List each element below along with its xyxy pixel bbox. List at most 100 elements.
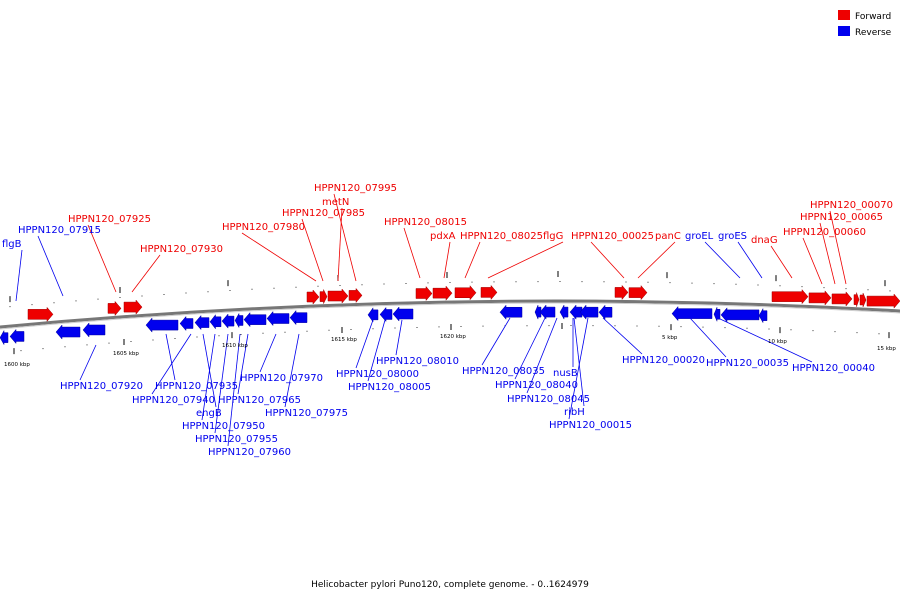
reverse-gene-label-15[interactable]: HPPN120_08035 — [462, 366, 545, 377]
forward-gene-arrow-6[interactable] — [348, 287, 363, 304]
forward-gene-leader-4 — [337, 207, 343, 282]
reverse-gene-label-23[interactable]: groES — [718, 231, 747, 242]
forward-gene-label-7[interactable]: pdxA — [430, 231, 456, 242]
reverse-gene-arrow-0[interactable] — [0, 329, 9, 346]
reverse-gene-leader-9 — [237, 333, 249, 395]
forward-gene-leader-0 — [87, 224, 117, 293]
reverse-gene-arrow-17[interactable] — [534, 304, 542, 320]
reverse-gene-arrow-19[interactable] — [559, 304, 569, 321]
forward-gene-arrow-13[interactable] — [771, 288, 809, 305]
reverse-gene-arrow-22[interactable] — [598, 304, 613, 320]
reverse-gene-arrow-18[interactable] — [539, 304, 556, 320]
reverse-gene-arrow-9[interactable] — [234, 312, 244, 329]
forward-gene-arrow-9[interactable] — [454, 285, 477, 301]
forward-gene-arrow-1[interactable] — [107, 300, 122, 317]
reverse-gene-label-1[interactable]: HPPN120_07915 — [18, 225, 101, 236]
forward-gene-arrow-8[interactable] — [432, 285, 453, 301]
forward-gene-label-15[interactable]: HPPN120_00070 — [810, 200, 893, 211]
reverse-gene-arrow-14[interactable] — [379, 306, 393, 323]
forward-gene-arrow-16[interactable] — [853, 292, 860, 307]
reverse-gene-label-22[interactable]: groEL — [685, 231, 714, 242]
reverse-gene-label-10[interactable]: HPPN120_07970 — [240, 373, 323, 384]
forward-gene-label-12[interactable]: dnaG — [751, 235, 778, 246]
forward-gene-arrow-17[interactable] — [859, 292, 867, 308]
forward-gene-label-4[interactable]: metN — [322, 197, 349, 208]
forward-gene-label-5[interactable]: HPPN120_07995 — [314, 183, 397, 194]
forward-gene-label-9[interactable]: flgG — [543, 231, 563, 242]
reverse-gene-label-17[interactable]: HPPN120_08045 — [507, 394, 590, 405]
forward-gene-label-2[interactable]: HPPN120_07980 — [222, 222, 305, 233]
reverse-gene-leader-22 — [704, 241, 741, 279]
reverse-gene-arrow-13[interactable] — [367, 307, 379, 323]
forward-gene-label-1[interactable]: HPPN120_07930 — [140, 244, 223, 255]
forward-gene-label-13[interactable]: HPPN120_00060 — [783, 227, 866, 238]
reverse-gene-arrow-3[interactable] — [82, 322, 106, 338]
reverse-gene-label-4[interactable]: HPPN120_07940 — [132, 395, 215, 406]
forward-gene-label-11[interactable]: panC — [655, 231, 681, 242]
reverse-gene-label-12[interactable]: HPPN120_08000 — [336, 369, 419, 380]
reverse-gene-arrow-20[interactable] — [569, 304, 583, 320]
reverse-gene-label-24[interactable]: HPPN120_00035 — [706, 358, 789, 369]
reverse-gene-arrow-25[interactable] — [720, 307, 760, 323]
reverse-gene-label-21[interactable]: HPPN120_00020 — [622, 355, 705, 366]
forward-gene-arrow-3[interactable] — [306, 289, 320, 305]
forward-gene-arrow-7[interactable] — [415, 285, 433, 302]
forward-gene-arrow-15[interactable] — [831, 291, 853, 307]
forward-gene-label-3[interactable]: HPPN120_07985 — [282, 208, 365, 219]
reverse-gene-arrow-26[interactable] — [758, 307, 768, 324]
forward-gene-arrow-5[interactable] — [327, 288, 349, 304]
reverse-gene-arrow-7[interactable] — [209, 314, 222, 330]
reverse-gene-label-9[interactable]: HPPN120_07965 — [218, 395, 301, 406]
reverse-gene-arrow-21[interactable] — [579, 304, 599, 320]
reverse-gene-label-19[interactable]: ribH — [564, 407, 585, 418]
reverse-gene-label-2[interactable]: HPPN120_07920 — [60, 381, 143, 392]
reverse-gene-label-25[interactable]: HPPN120_00040 — [792, 363, 875, 374]
reverse-gene-arrow-15[interactable] — [392, 306, 414, 322]
forward-gene-leader-8 — [464, 241, 481, 279]
reverse-gene-arrow-24[interactable] — [713, 307, 721, 322]
tick-label-1615: 1615 kbp — [331, 337, 357, 343]
reverse-gene-leader-24 — [689, 317, 727, 358]
reverse-gene-arrow-23[interactable] — [671, 305, 713, 322]
forward-gene-arrow-4[interactable] — [319, 289, 328, 304]
reverse-gene-label-20[interactable]: HPPN120_00015 — [549, 420, 632, 431]
reverse-gene-label-18[interactable]: nusB — [553, 368, 578, 379]
gene-layer — [0, 284, 900, 346]
reverse-gene-arrow-10[interactable] — [243, 311, 267, 328]
reverse-gene-arrow-16[interactable] — [499, 304, 523, 320]
reverse-gene-arrow-8[interactable] — [221, 313, 235, 329]
reverse-gene-arrow-1[interactable] — [9, 328, 25, 345]
reverse-gene-arrow-12[interactable] — [289, 309, 308, 326]
tick-label-1620: 1620 kbp — [440, 334, 466, 340]
forward-gene-leader-6 — [403, 227, 421, 279]
reverse-gene-arrow-11[interactable] — [266, 310, 290, 327]
forward-gene-label-6[interactable]: HPPN120_08015 — [384, 217, 467, 228]
reverse-gene-label-6[interactable]: HPPN120_07950 — [182, 421, 265, 432]
reverse-gene-label-13[interactable]: HPPN120_08005 — [348, 382, 431, 393]
reverse-gene-arrow-6[interactable] — [194, 314, 210, 331]
forward-gene-label-14[interactable]: HPPN120_00065 — [800, 212, 883, 223]
forward-gene-arrow-10[interactable] — [480, 284, 498, 301]
forward-gene-label-10[interactable]: HPPN120_00025 — [571, 231, 654, 242]
reverse-gene-label-5[interactable]: engB — [196, 408, 222, 419]
reverse-gene-label-0[interactable]: flgB — [2, 239, 22, 250]
reverse-gene-label-14[interactable]: HPPN120_08010 — [376, 356, 459, 367]
reverse-gene-label-3[interactable]: HPPN120_07935 — [155, 381, 238, 392]
forward-gene-label-0[interactable]: HPPN120_07925 — [68, 214, 151, 225]
forward-gene-arrow-11[interactable] — [614, 284, 629, 301]
forward-gene-arrow-18[interactable] — [866, 293, 900, 309]
forward-gene-arrow-2[interactable] — [123, 299, 143, 315]
reverse-gene-arrow-2[interactable] — [55, 324, 81, 340]
reverse-gene-arrow-4[interactable] — [145, 317, 179, 333]
forward-gene-arrow-14[interactable] — [808, 290, 832, 306]
reverse-gene-label-8[interactable]: HPPN120_07960 — [208, 447, 291, 458]
reverse-gene-leader-15 — [481, 317, 511, 366]
forward-gene-arrow-12[interactable] — [628, 284, 648, 301]
reverse-gene-label-16[interactable]: HPPN120_08040 — [495, 380, 578, 391]
reverse-gene-label-7[interactable]: HPPN120_07955 — [195, 434, 278, 445]
forward-gene-label-8[interactable]: HPPN120_08025 — [460, 231, 543, 242]
reverse-gene-label-11[interactable]: HPPN120_07975 — [265, 408, 348, 419]
reverse-gene-leader-21 — [602, 317, 643, 355]
forward-gene-arrow-0[interactable] — [27, 306, 54, 323]
reverse-gene-arrow-5[interactable] — [179, 315, 194, 332]
